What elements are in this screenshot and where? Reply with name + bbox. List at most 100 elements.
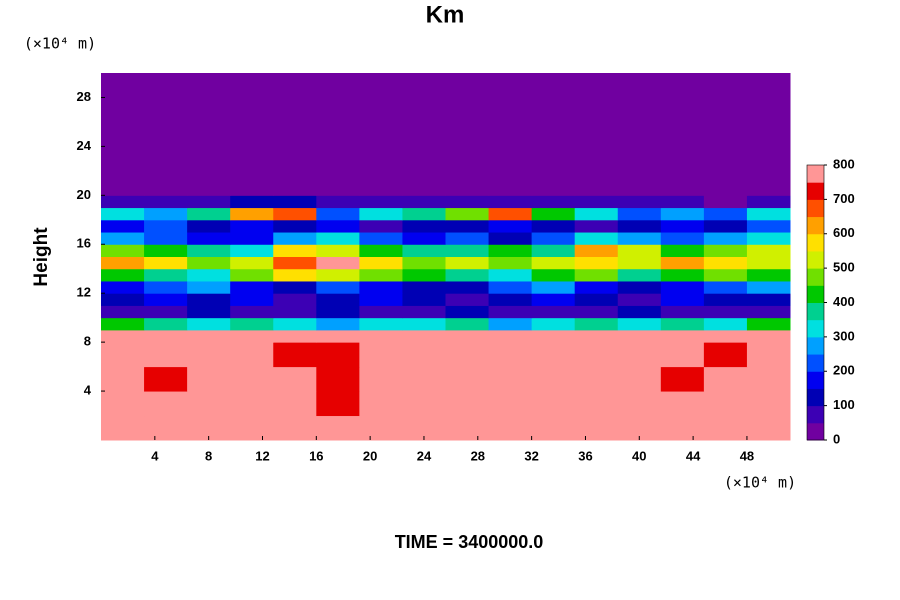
- cell: [187, 293, 231, 306]
- cell: [230, 317, 274, 331]
- cell: [617, 244, 662, 257]
- x-tick-label: 32: [524, 448, 538, 463]
- x-tick-label: 36: [578, 448, 592, 463]
- cell: [187, 195, 231, 209]
- cell: [144, 293, 188, 306]
- cell: [144, 280, 188, 294]
- cell: [445, 207, 490, 221]
- cell: [703, 293, 748, 306]
- cell: [101, 219, 145, 233]
- cell: [316, 305, 360, 319]
- cell: [359, 366, 403, 392]
- cell: [531, 268, 576, 282]
- cell: [316, 73, 360, 196]
- cell: [101, 280, 145, 294]
- cell: [574, 207, 619, 221]
- cell: [273, 391, 317, 417]
- cell: [445, 366, 490, 392]
- cell: [531, 366, 576, 392]
- colorbar-swatch: [807, 250, 824, 269]
- cell: [187, 268, 231, 282]
- cell: [703, 244, 748, 257]
- cell: [617, 268, 662, 282]
- cell: [273, 207, 317, 221]
- cell: [230, 280, 274, 294]
- cell: [187, 73, 231, 196]
- cell: [187, 317, 231, 331]
- cell: [402, 219, 446, 233]
- cell: [531, 195, 576, 209]
- cell: [273, 317, 317, 331]
- cell: [230, 305, 274, 319]
- cell: [660, 415, 705, 441]
- cell: [746, 219, 791, 233]
- cell: [660, 207, 705, 221]
- cell: [402, 391, 446, 417]
- cell: [617, 342, 662, 368]
- cell: [531, 415, 576, 441]
- cell: [488, 232, 533, 245]
- cell: [660, 329, 705, 343]
- cell: [660, 268, 705, 282]
- cell: [316, 280, 360, 294]
- cell: [359, 219, 403, 233]
- cell: [316, 244, 360, 257]
- cell: [316, 293, 360, 306]
- cell: [703, 280, 748, 294]
- cell: [316, 232, 360, 245]
- colorbar-swatch: [807, 285, 824, 303]
- cell: [316, 317, 360, 331]
- cell: [574, 366, 619, 392]
- colorbar-swatch: [807, 268, 824, 286]
- cell: [273, 366, 317, 392]
- cell: [187, 219, 231, 233]
- x-tick-label: 24: [417, 448, 432, 463]
- colorbar-swatch: [807, 233, 824, 252]
- cell: [574, 232, 619, 245]
- cell: [144, 256, 188, 270]
- cell: [617, 293, 662, 306]
- cell: [273, 280, 317, 294]
- cell: [617, 305, 662, 319]
- x-tick-label: 40: [632, 448, 646, 463]
- x-tick-label: 28: [471, 448, 485, 463]
- cell: [488, 342, 533, 368]
- cell: [531, 219, 576, 233]
- cell: [531, 232, 576, 245]
- y-tick-label: 8: [84, 334, 91, 349]
- cell: [230, 342, 274, 368]
- cell: [617, 317, 662, 331]
- cell: [359, 317, 403, 331]
- cell: [101, 391, 145, 417]
- cell: [746, 280, 791, 294]
- cell: [488, 244, 533, 257]
- cell: [101, 256, 145, 270]
- cell: [144, 366, 188, 392]
- cell: [746, 415, 791, 441]
- cell: [359, 73, 403, 196]
- cell: [574, 268, 619, 282]
- cell: [703, 195, 748, 209]
- cell: [617, 391, 662, 417]
- cell: [660, 391, 705, 417]
- cell: [531, 73, 576, 196]
- cell: [445, 256, 490, 270]
- cell: [488, 366, 533, 392]
- cell: [359, 256, 403, 270]
- cell: [488, 268, 533, 282]
- cell: [531, 244, 576, 257]
- cell: [574, 317, 619, 331]
- cell: [402, 256, 446, 270]
- x-tick-label: 20: [363, 448, 377, 463]
- cell: [101, 329, 145, 343]
- cell: [273, 219, 317, 233]
- cell: [574, 73, 619, 196]
- cell: [316, 268, 360, 282]
- cell: [445, 268, 490, 282]
- cell: [617, 195, 662, 209]
- cell: [187, 342, 231, 368]
- cell: [746, 256, 791, 270]
- cell: [273, 195, 317, 209]
- cell: [144, 232, 188, 245]
- cell: [445, 415, 490, 441]
